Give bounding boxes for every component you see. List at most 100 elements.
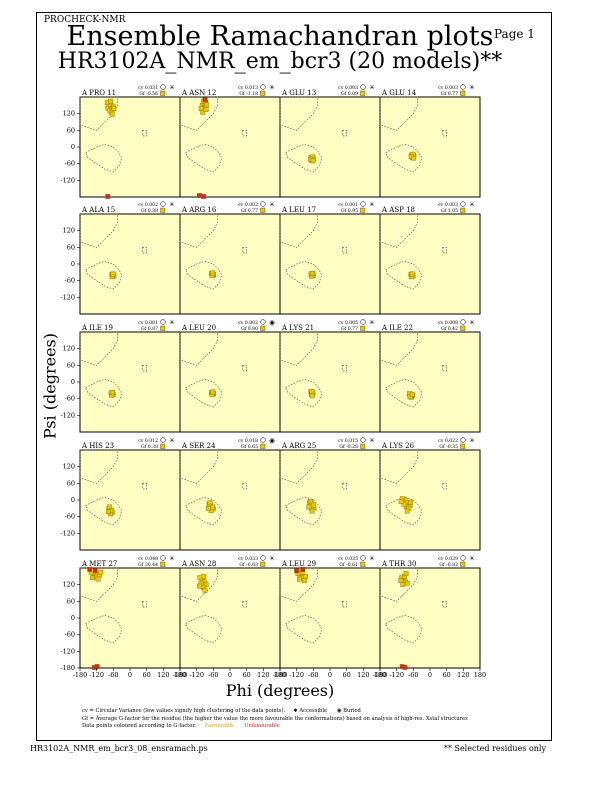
y-tick-label: 0 — [71, 614, 75, 622]
allowed-region-outline — [342, 482, 348, 490]
gf-colour-swatch — [360, 90, 366, 96]
residue-label: A LEU 17 — [281, 206, 316, 214]
data-point — [98, 569, 104, 575]
buried-circle-star-icon: ◉ — [336, 708, 342, 714]
colouring-note: Data points coloured according to G-fact… — [82, 723, 197, 729]
gf-value: Gf -0.56 — [139, 91, 158, 97]
y-tick-label: -60 — [65, 160, 75, 168]
x-tick-label: -120 — [289, 671, 304, 679]
allowed-region-outline — [142, 600, 147, 608]
gf-colour-swatch — [360, 561, 366, 567]
allowed-region-outline — [379, 567, 418, 602]
panel-background — [279, 331, 381, 433]
panel-background — [379, 96, 481, 198]
allowed-region-outline — [285, 614, 323, 644]
accessibility-circle-icon — [460, 201, 466, 207]
y-tick-label: 0 — [71, 143, 75, 151]
gf-colour-swatch — [260, 207, 266, 213]
cv-value: cv 0.035 — [338, 556, 358, 562]
y-tick-label: -60 — [65, 513, 75, 521]
residue-label: A HIS 23 — [81, 442, 114, 450]
x-tick-label: -120 — [89, 671, 104, 679]
cv-value: cv 0.040 — [138, 556, 158, 562]
residue-label: A LEU 20 — [181, 324, 216, 332]
allowed-region-outline — [385, 260, 423, 290]
accessibility-star-icon: ✳ — [369, 84, 375, 92]
residue-label: A ALA 15 — [81, 206, 115, 214]
y-tick-label: -60 — [65, 631, 75, 639]
residue-label: A ARG 25 — [281, 442, 316, 450]
allowed-region-outline — [342, 600, 348, 608]
residue-label: A ASN 12 — [181, 89, 216, 97]
gf-value: Gf -0.35 — [439, 444, 458, 450]
allowed-region-outline — [242, 482, 247, 490]
gf-colour-swatch — [260, 443, 266, 449]
accessibility-star-icon: ✳ — [169, 201, 175, 209]
x-tick-label: 120 — [157, 671, 169, 679]
allowed-region-outline — [242, 247, 247, 254]
gf-value: Gf 0.87 — [141, 326, 158, 332]
data-point — [310, 502, 316, 508]
accessibility-circle-icon — [260, 437, 266, 443]
panel-background — [279, 567, 381, 669]
page-frame — [36, 12, 552, 741]
allowed-region-outline — [442, 247, 448, 254]
data-point — [400, 582, 406, 588]
accessibility-circle-icon — [260, 201, 266, 207]
residue-label: A LYS 21 — [281, 324, 314, 332]
accessibility-star-icon: ✳ — [469, 437, 475, 445]
panel-background — [379, 213, 481, 315]
residue-label: A GLU 13 — [281, 89, 316, 97]
x-tick-label: 120 — [257, 671, 269, 679]
accessibility-circle-icon — [460, 319, 466, 325]
residue-label: A ASN 28 — [181, 560, 216, 568]
y-tick-label: 0 — [71, 260, 75, 268]
panel-background — [79, 331, 181, 433]
x-tick-label: 0 — [228, 671, 232, 679]
y-tick-label: 60 — [67, 243, 75, 251]
gf-definition: Gf = Average G-factor for the residue (t… — [82, 715, 468, 722]
allowed-region-outline — [179, 213, 218, 248]
data-point — [408, 499, 413, 505]
panel-background — [179, 567, 281, 669]
accessibility-circle-icon — [460, 555, 466, 561]
page-label: Page 1 — [494, 27, 535, 41]
y-tick-label: 60 — [67, 479, 75, 487]
data-point — [87, 566, 93, 572]
cv-value: cv 0.029 — [438, 556, 458, 562]
accessibility-circle-icon — [260, 319, 266, 325]
data-point — [308, 498, 313, 504]
allowed-region-outline — [285, 378, 323, 408]
x-tick-label: -60 — [108, 671, 118, 679]
y-tick-label: -120 — [60, 529, 75, 537]
cv-value: cv 0.001 — [138, 320, 158, 326]
accessibility-circle-icon — [360, 201, 366, 207]
panel-background — [179, 331, 281, 433]
cv-value: cv 0.015 — [338, 438, 358, 444]
x-tick-label: -120 — [389, 671, 404, 679]
data-point — [309, 393, 315, 399]
gf-value: Gf 0.42 — [441, 326, 458, 332]
allowed-region-outline — [142, 364, 147, 372]
data-point — [303, 573, 308, 579]
y-tick-label: -120 — [60, 411, 75, 419]
allowed-region-outline — [285, 260, 323, 290]
gf-value: Gf 0.77 — [241, 208, 258, 214]
accessibility-circle-icon — [160, 201, 166, 207]
accessibility-star-icon: ✳ — [169, 319, 175, 327]
accessibility-star-icon: ✳ — [369, 555, 375, 563]
cv-value: cv 0.008 — [438, 320, 458, 326]
data-point — [200, 109, 206, 115]
x-tick-label: 180 — [174, 671, 186, 679]
x-tick-label: -120 — [189, 671, 204, 679]
chart-title: Ensemble Ramachandran plots — [66, 21, 494, 52]
unfavourable-label: Unfavourable — [244, 723, 280, 729]
y-tick-label: -120 — [60, 647, 75, 655]
allowed-region-outline — [242, 600, 247, 608]
allowed-region-outline — [85, 143, 123, 173]
allowed-region-outline — [279, 331, 318, 366]
data-point — [202, 97, 208, 103]
gf-value: Gf 0.38 — [141, 444, 158, 450]
favourable-label: Favourable — [204, 723, 235, 729]
